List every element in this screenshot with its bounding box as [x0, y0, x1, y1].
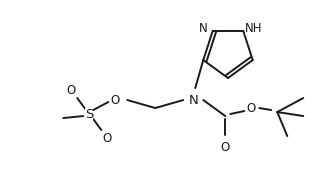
Text: N: N — [188, 94, 198, 107]
Text: O: O — [247, 102, 256, 115]
Text: O: O — [103, 132, 112, 145]
Text: N: N — [199, 23, 208, 36]
Text: S: S — [85, 108, 93, 121]
Text: NH: NH — [244, 23, 262, 36]
Text: O: O — [111, 94, 120, 107]
Text: O: O — [67, 84, 76, 97]
Text: O: O — [221, 141, 230, 153]
